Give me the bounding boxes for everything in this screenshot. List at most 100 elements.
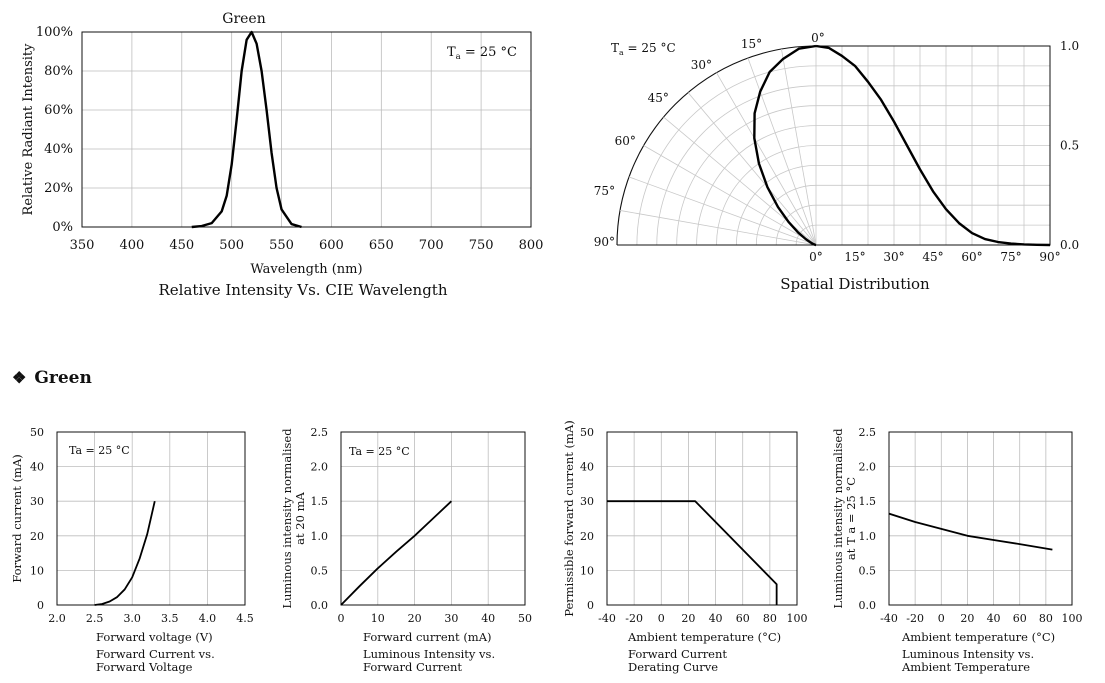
- y-tick-label: 10: [580, 564, 594, 577]
- polar-angle-label: 90°: [594, 235, 615, 249]
- chart-caption: Forward Current vs.: [96, 647, 215, 661]
- chart-li: 0.0 0.5 1.0 1.5 2.0 2.5 0 10 20 30 40 50 Ta = 25 °C F…: [280, 426, 532, 674]
- y-tick-label: 30: [580, 495, 594, 508]
- plot-frame: [340, 431, 526, 606]
- x-tick-label: 4.0: [199, 612, 217, 625]
- polar-angle-label: 15°: [741, 37, 762, 51]
- x-tick-label: 500: [219, 238, 244, 253]
- plot-frame: [81, 31, 532, 228]
- x-axis-label: Ambient temperature (°C): [901, 630, 1055, 644]
- x-tick-label: 0: [938, 612, 945, 625]
- y-axis-label: at 20 mA: [293, 491, 307, 544]
- y-axis-label: Luminous intensity normalised: [280, 428, 294, 609]
- polar-radial: [716, 72, 817, 246]
- chart-derating: 0 10 20 30 40 50 -40 -20 0 20 40 60 80 100 Ambient tem…: [562, 420, 808, 674]
- y-tick-label: 0.0: [1060, 238, 1079, 252]
- y-tick-label: 60%: [44, 103, 73, 118]
- x-tick-label: -40: [598, 612, 616, 625]
- plot-frame: [606, 431, 798, 606]
- x-tick-label: 40: [987, 612, 1001, 625]
- polar-arc: [696, 125, 817, 246]
- x-tick-label: -20: [625, 612, 643, 625]
- polar-angle-label: 0°: [811, 31, 825, 45]
- y-tick-label: 0.0: [311, 599, 329, 612]
- polar-arc: [636, 65, 817, 246]
- x-tick-label: 40: [481, 612, 495, 625]
- plot-frame: [56, 431, 246, 606]
- x-tick-label: 550: [269, 238, 294, 253]
- x-tick-label: 100: [1062, 612, 1083, 625]
- x-tick-label: 100: [787, 612, 808, 625]
- y-tick-label: 0.5: [1060, 139, 1079, 153]
- x-tick-label: 700: [419, 238, 444, 253]
- polar-arc: [616, 45, 817, 246]
- y-tick-label: 0%: [52, 220, 73, 235]
- x-tick-label: 400: [119, 238, 144, 253]
- x-tick-label: 3.0: [123, 612, 141, 625]
- x-tick-label: 800: [519, 238, 544, 253]
- x-tick-label: 10: [371, 612, 385, 625]
- x-tick-label: 60: [736, 612, 750, 625]
- chart-spectrum: 0% 20% 40% 60% 80% 100% 350 400 450 500 550 600 650 7…: [21, 11, 543, 299]
- y-tick-label: 40%: [44, 142, 73, 157]
- polar-arc: [716, 145, 817, 246]
- y-tick-label: 1.0: [311, 530, 329, 543]
- polar-angle-label: 60°: [615, 134, 636, 148]
- chart-caption: Forward Voltage: [96, 660, 193, 674]
- chart-caption: Relative Intensity Vs. CIE Wavelength: [159, 281, 448, 299]
- polar-radial: [619, 210, 817, 246]
- y-tick-label: 10: [30, 564, 44, 577]
- x-tick-label: 45°: [922, 250, 943, 264]
- x-tick-label: 0: [338, 612, 345, 625]
- ta-annotation: Ta = 25 °C: [447, 45, 517, 61]
- y-tick-label: 1.0: [1060, 39, 1079, 53]
- series-line: [340, 500, 453, 606]
- polar-radial: [687, 92, 817, 246]
- x-tick-label: -40: [880, 612, 898, 625]
- x-tick-label: 600: [319, 238, 344, 253]
- x-tick-label: 50: [518, 612, 532, 625]
- x-tick-label: 2.0: [48, 612, 66, 625]
- x-tick-label: 2.5: [86, 612, 104, 625]
- y-tick-label: 2.0: [311, 461, 329, 474]
- polar-angle-label: 75°: [594, 184, 615, 198]
- x-tick-label: 15°: [844, 250, 865, 264]
- series-line: [191, 30, 302, 229]
- x-tick-label: 60°: [961, 250, 982, 264]
- x-tick-label: 75°: [1000, 250, 1021, 264]
- polar-arc: [656, 85, 817, 246]
- chart-lt: 0.0 0.5 1.0 1.5 2.0 2.5 -40 -20 0 20 40 60 80 100 Ambi…: [831, 426, 1083, 674]
- chart-caption: Ambient Temperature: [901, 660, 1030, 674]
- polar-arc: [755, 184, 817, 246]
- y-tick-label: 50: [30, 426, 44, 439]
- x-tick-label: 80: [1039, 612, 1053, 625]
- y-tick-label: 2.5: [311, 426, 329, 439]
- chart-caption: Forward Current: [363, 660, 462, 674]
- plot-frame: [816, 45, 1051, 246]
- diamond-icon: ❖: [12, 368, 27, 387]
- y-tick-label: 0: [587, 599, 594, 612]
- y-tick-label: 1.5: [311, 495, 329, 508]
- x-axis-label: Forward voltage (V): [96, 630, 213, 644]
- y-tick-label: 0.5: [311, 564, 329, 577]
- y-tick-label: 0: [37, 599, 44, 612]
- ta-annotation: Ta = 25 °C: [611, 41, 676, 57]
- y-axis-label: Permissible forward current (mA): [562, 420, 576, 617]
- polar-radial: [643, 145, 817, 246]
- x-axis-label: Wavelength (nm): [250, 262, 362, 277]
- x-tick-label: 60: [1013, 612, 1027, 625]
- section-heading: ❖ Green: [12, 368, 92, 388]
- x-tick-label: 4.5: [236, 612, 254, 625]
- x-axis-label: Ambient temperature (°C): [627, 630, 781, 644]
- polar-series-line: [753, 44, 818, 247]
- x-tick-label: 0°: [809, 250, 823, 264]
- y-tick-label: 20: [580, 530, 594, 543]
- y-tick-label: 40: [580, 461, 594, 474]
- series-line: [607, 500, 778, 605]
- y-tick-label: 1.0: [859, 530, 877, 543]
- x-axis-label: Forward current (mA): [363, 630, 492, 644]
- x-tick-label: 350: [70, 238, 95, 253]
- x-tick-label: 80: [763, 612, 777, 625]
- series-line: [94, 500, 156, 606]
